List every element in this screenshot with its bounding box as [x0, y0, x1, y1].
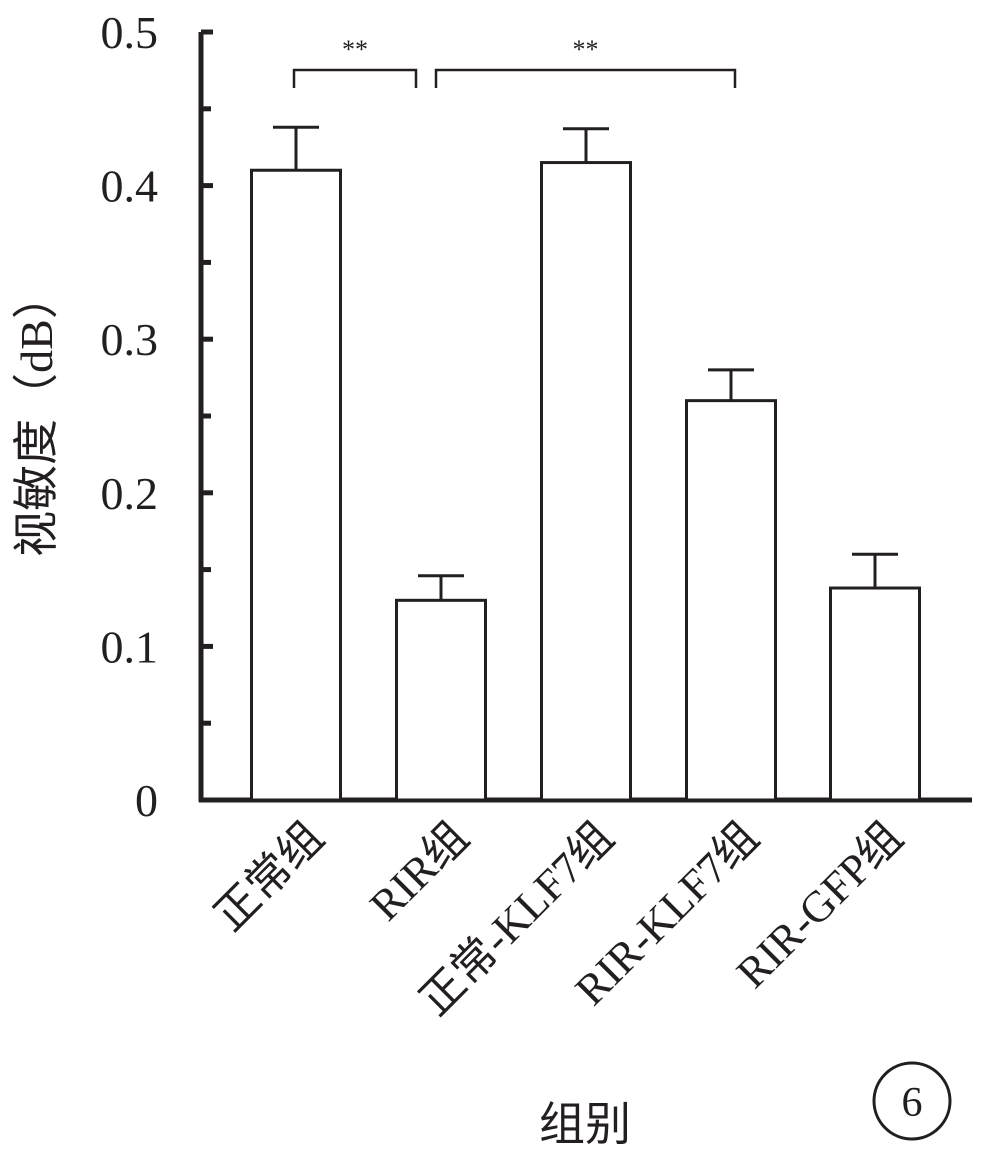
- bar: [540, 161, 632, 802]
- significance-label: **: [342, 35, 368, 64]
- y-axis-label: 视敏度（dB）: [11, 273, 62, 557]
- y-tick-label: 0.1: [101, 621, 159, 672]
- y-tick-label: 0.2: [101, 468, 159, 519]
- y-tick-label: 0.5: [101, 7, 159, 58]
- x-tick-label: RIR组: [360, 812, 478, 930]
- bar: [250, 168, 342, 802]
- bar: [685, 399, 777, 802]
- bar: [395, 598, 487, 802]
- panel-circle: [872, 1061, 952, 1141]
- panel-badge: 6: [872, 1061, 952, 1141]
- significance-brackets: ** **: [292, 35, 737, 88]
- significance-label: **: [573, 35, 599, 64]
- y-tick-label: 0.3: [101, 314, 159, 365]
- panel-label: 6: [902, 1080, 923, 1126]
- significance-bracket: [292, 68, 418, 88]
- bar: [829, 586, 921, 802]
- y-tick-label: 0.4: [101, 161, 159, 212]
- bars: [250, 161, 921, 802]
- y-ticks: 0 0.1 0.2 0.3 0.4 0.5: [101, 7, 213, 826]
- x-tick-label: 正常组: [205, 812, 333, 940]
- x-axis-label: 组别: [539, 1099, 631, 1150]
- error-bars: [273, 125, 898, 601]
- significance-bracket: [434, 68, 737, 88]
- y-tick-label: 0: [135, 775, 158, 826]
